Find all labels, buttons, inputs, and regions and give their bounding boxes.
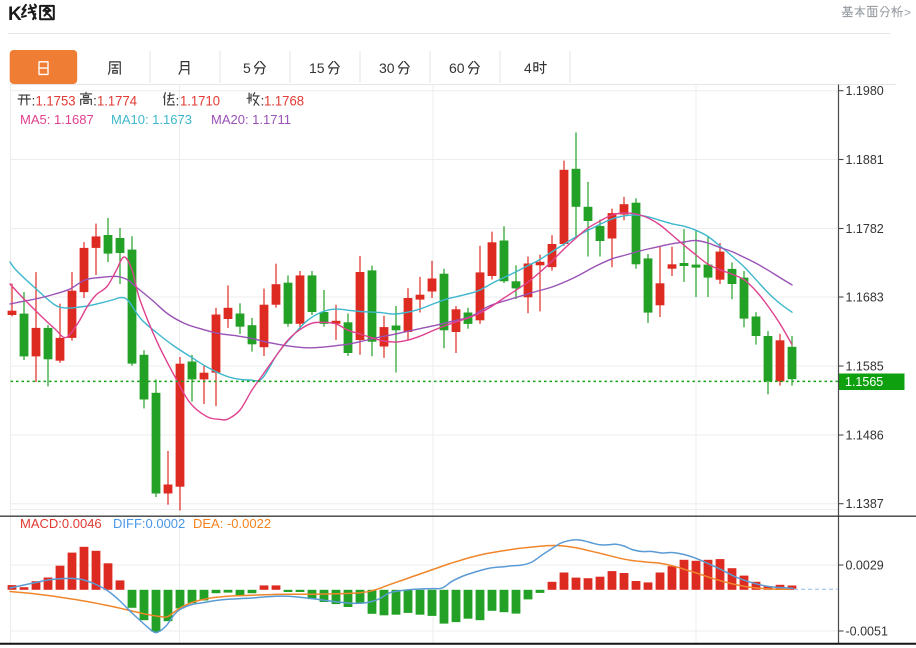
svg-text:30: 30 bbox=[379, 60, 395, 76]
svg-text:>: > bbox=[904, 6, 911, 20]
svg-text:5: 5 bbox=[243, 60, 251, 76]
svg-text::: : bbox=[32, 93, 36, 109]
svg-text:K: K bbox=[8, 4, 22, 25]
svg-text:DEA: -0.0022: DEA: -0.0022 bbox=[193, 516, 271, 531]
svg-text:60: 60 bbox=[449, 60, 465, 76]
svg-text:15: 15 bbox=[309, 60, 325, 76]
svg-text:-0.0051: -0.0051 bbox=[846, 624, 888, 638]
svg-text::: : bbox=[176, 93, 180, 109]
svg-text:1.1774: 1.1774 bbox=[97, 93, 137, 109]
svg-text:1.1768: 1.1768 bbox=[264, 93, 304, 109]
svg-text:1.1565: 1.1565 bbox=[845, 375, 883, 389]
svg-text:MACD:0.0046: MACD:0.0046 bbox=[20, 516, 102, 531]
svg-text:4: 4 bbox=[524, 60, 532, 76]
svg-text:1.1710: 1.1710 bbox=[180, 93, 220, 109]
svg-text:MA5: 1.1687: MA5: 1.1687 bbox=[20, 112, 94, 127]
svg-text:1.1753: 1.1753 bbox=[36, 93, 76, 109]
svg-text:1.1387: 1.1387 bbox=[846, 497, 884, 511]
svg-text::: : bbox=[93, 93, 97, 109]
svg-text::: : bbox=[261, 93, 265, 109]
svg-text:MA20: 1.1711: MA20: 1.1711 bbox=[211, 112, 291, 127]
svg-text:1.1980: 1.1980 bbox=[846, 84, 884, 98]
svg-text:1.1486: 1.1486 bbox=[846, 428, 884, 442]
svg-text:1.1782: 1.1782 bbox=[846, 222, 884, 236]
svg-text:1.1585: 1.1585 bbox=[846, 359, 884, 373]
svg-text:MA10: 1.1673: MA10: 1.1673 bbox=[111, 112, 192, 127]
svg-text:0.0029: 0.0029 bbox=[846, 558, 884, 572]
svg-text:DIFF:0.0002: DIFF:0.0002 bbox=[113, 516, 185, 531]
svg-text:1.1683: 1.1683 bbox=[846, 290, 884, 304]
svg-text:1.1881: 1.1881 bbox=[846, 153, 884, 167]
